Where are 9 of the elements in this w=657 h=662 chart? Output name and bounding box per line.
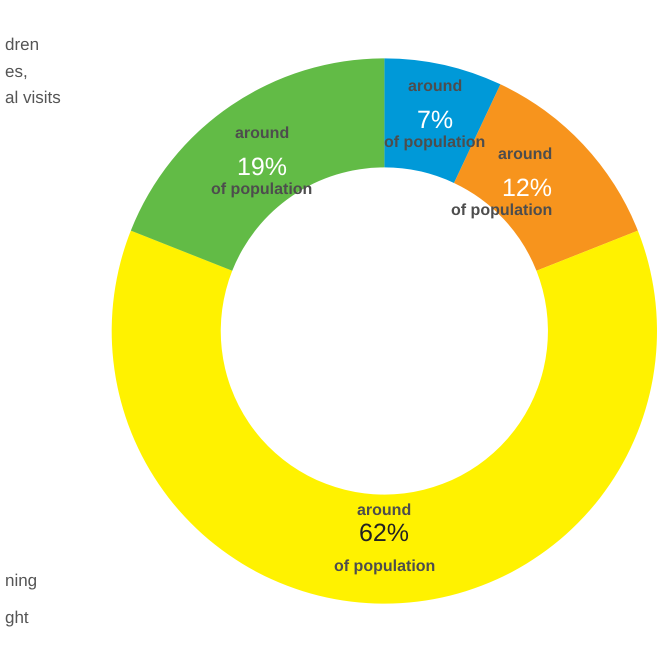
- text: dren: [5, 35, 40, 54]
- donut-slice: [130, 58, 384, 271]
- text: ght: [5, 608, 29, 627]
- text: es,: [5, 62, 28, 81]
- text: ning: [5, 571, 38, 590]
- data-label: around 62% of population: [334, 502, 436, 575]
- text: al visits: [5, 88, 61, 107]
- donut-slice: [112, 230, 657, 604]
- donut-slice: [384, 58, 500, 183]
